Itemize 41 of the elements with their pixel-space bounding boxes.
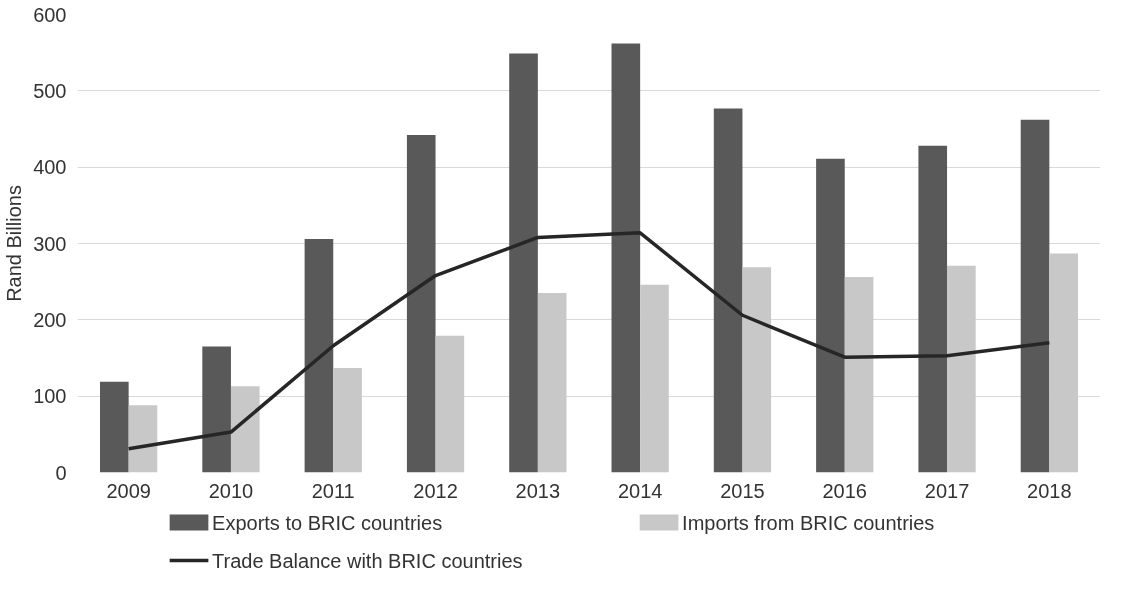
bar — [742, 267, 772, 473]
x-tick-label: 2012 — [413, 479, 458, 502]
x-tick-label: 2013 — [515, 479, 561, 502]
line-series — [126, 231, 1052, 451]
x-tick-label: 2009 — [106, 479, 151, 502]
x-tick-label: 2017 — [924, 479, 970, 502]
bar — [509, 53, 538, 473]
legend-label: Imports from BRIC countries — [682, 511, 935, 534]
y-tick-label: 200 — [33, 308, 67, 331]
bar — [230, 386, 260, 473]
bar — [611, 43, 641, 473]
x-tick-label: 2018 — [1027, 479, 1072, 502]
bar — [304, 238, 334, 473]
bar — [333, 367, 362, 473]
x-tick-label: 2015 — [720, 479, 765, 502]
bar — [202, 346, 231, 473]
bar — [713, 108, 743, 473]
x-tick-label: 2016 — [822, 479, 867, 502]
x-tick-label: 2014 — [617, 479, 663, 502]
y-axis-title: Rand Billions — [3, 185, 26, 302]
legend-label: Trade Balance with BRIC countries — [212, 549, 523, 572]
bar — [435, 335, 465, 473]
bar — [816, 158, 845, 473]
bar — [947, 265, 976, 473]
y-tick-label: 100 — [33, 385, 67, 408]
x-tick-label: 2010 — [208, 479, 254, 502]
bar — [537, 293, 567, 473]
bar — [128, 405, 158, 473]
y-tick-label: 400 — [33, 156, 67, 179]
legend-label: Exports to BRIC countries — [212, 511, 443, 534]
bar — [1049, 253, 1078, 473]
y-tick-label: 500 — [33, 79, 67, 102]
bar — [640, 284, 669, 473]
y-tick-label: 300 — [33, 232, 67, 255]
bar — [1020, 119, 1050, 473]
y-tick-label: 0 — [55, 461, 67, 484]
bar — [844, 277, 874, 473]
y-tick-label: 600 — [33, 3, 67, 26]
bar — [406, 135, 436, 473]
x-tick-label: 2011 — [311, 479, 355, 502]
bar — [100, 381, 129, 473]
